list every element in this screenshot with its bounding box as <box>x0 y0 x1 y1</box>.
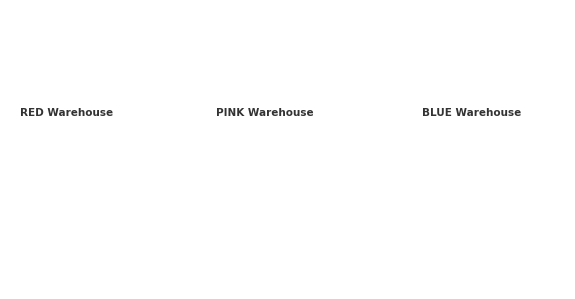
Bar <box>75 78 91 80</box>
Text: Reserved: Reserved <box>277 180 332 190</box>
Bar <box>224 51 305 100</box>
Polygon shape <box>224 28 305 51</box>
Bar <box>274 80 290 82</box>
Text: Reserved: Reserved <box>349 180 404 190</box>
Text: BLUE Warehouse: BLUE Warehouse <box>422 108 521 118</box>
Polygon shape <box>336 51 394 69</box>
Bar <box>71 62 75 82</box>
Bar <box>75 80 91 82</box>
Bar <box>269 62 274 82</box>
Bar <box>102 150 148 241</box>
Text: Goods: Goods <box>350 55 386 65</box>
Text: Goods: Goods <box>148 55 185 65</box>
Text: Sales Order: Sales Order <box>10 257 79 267</box>
Bar <box>273 130 336 241</box>
Bar <box>274 64 286 70</box>
Text: 22: 22 <box>7 132 22 145</box>
Bar <box>155 150 213 241</box>
Text: 27: 27 <box>218 114 233 126</box>
Polygon shape <box>135 51 193 69</box>
Bar <box>75 64 88 70</box>
Bar <box>345 130 408 241</box>
Bar <box>431 51 512 100</box>
Circle shape <box>467 81 481 88</box>
Bar <box>476 62 481 82</box>
Text: 27: 27 <box>345 114 360 126</box>
Text: Transfer Order: Transfer Order <box>221 257 308 267</box>
Polygon shape <box>10 262 561 290</box>
Polygon shape <box>26 28 106 51</box>
Bar <box>481 80 497 82</box>
Circle shape <box>240 81 254 88</box>
Circle shape <box>447 81 461 88</box>
Circle shape <box>62 81 75 88</box>
Text: Purchase Order: Purchase Order <box>357 257 448 267</box>
Circle shape <box>260 81 274 88</box>
Text: Planning Direction: Planning Direction <box>215 269 344 282</box>
Bar <box>218 130 270 241</box>
Bar <box>481 78 497 80</box>
Circle shape <box>42 81 56 88</box>
Text: 22: 22 <box>105 132 120 145</box>
Bar <box>481 64 493 70</box>
Bar <box>16 150 74 241</box>
Bar <box>274 78 290 80</box>
Text: RED Warehouse: RED Warehouse <box>20 108 113 118</box>
Bar <box>26 51 106 100</box>
Text: PINK Warehouse: PINK Warehouse <box>216 108 313 118</box>
Text: Transfer Order: Transfer Order <box>111 257 197 267</box>
Polygon shape <box>431 28 512 51</box>
